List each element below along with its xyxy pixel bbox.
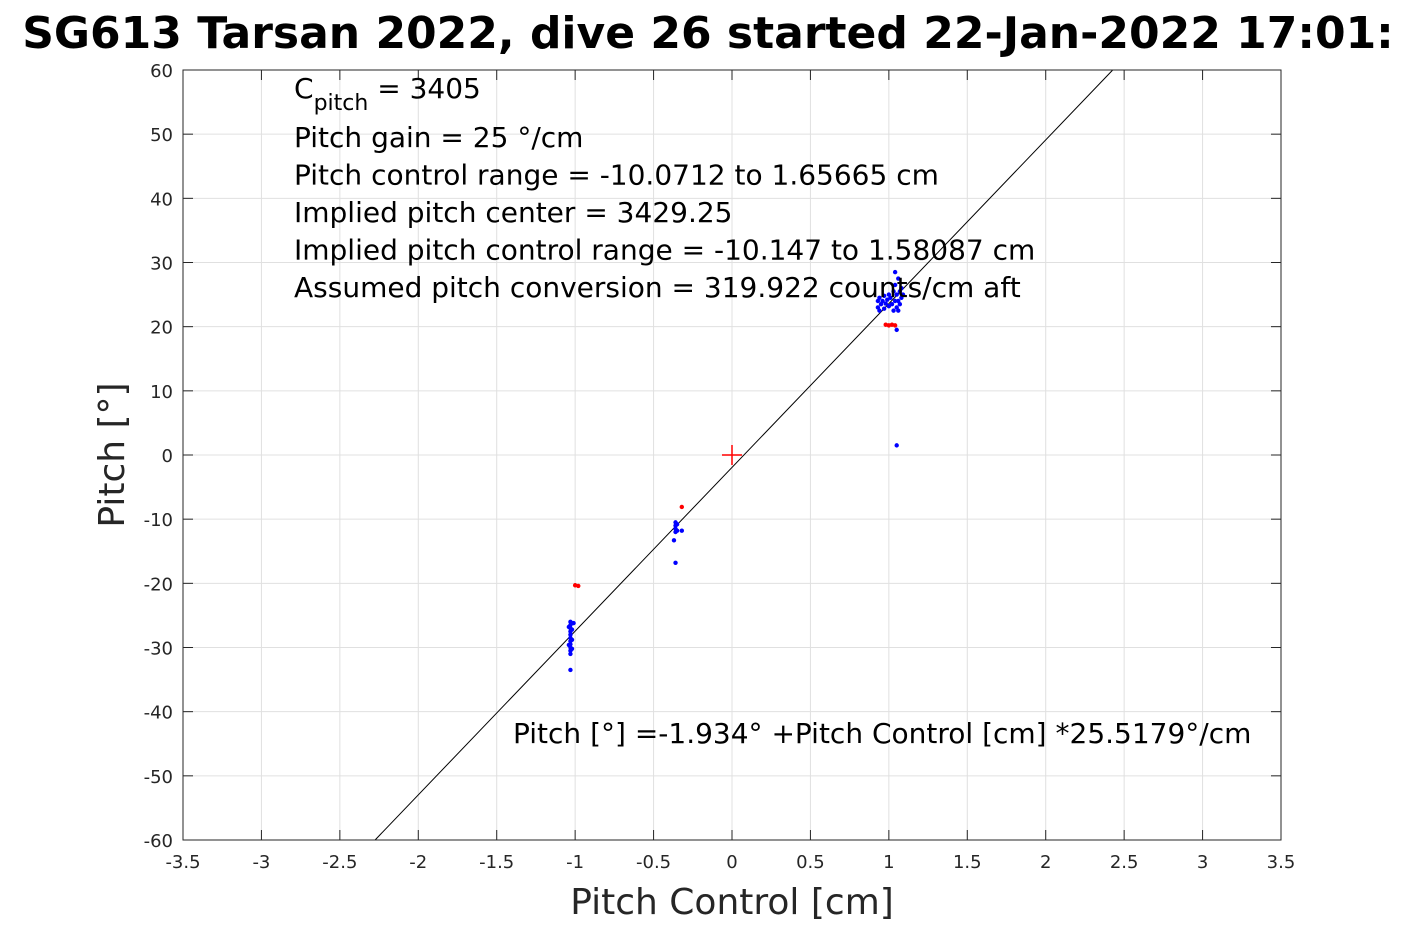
c-pitch-subscript: pitch: [314, 91, 369, 116]
x-tick-label: -0.5: [636, 852, 671, 873]
data-point: [894, 443, 899, 448]
data-point: [892, 282, 898, 288]
y-axis-label: Pitch [°]: [92, 382, 133, 527]
data-point: [569, 646, 575, 651]
center-marker: [722, 445, 742, 465]
x-tick-label: 2.5: [1110, 852, 1139, 873]
data-point: [899, 285, 904, 291]
data-point: [900, 292, 906, 297]
data-point: [880, 298, 885, 304]
data-point: [897, 302, 903, 307]
x-tick-label: 3: [1197, 852, 1208, 873]
data-point: [891, 289, 896, 294]
y-tick-label: 0: [162, 446, 173, 467]
info-line: Implied pitch center = 3429.25: [294, 196, 732, 229]
y-tick-label: -40: [144, 703, 173, 724]
data-point: [679, 504, 685, 510]
x-tick-label: -2.5: [322, 852, 357, 873]
data-point: [892, 298, 898, 304]
data-point: [566, 642, 572, 648]
x-tick-label: 0: [726, 852, 737, 873]
x-tick-labels: -3.5 -3 -2.5 -2 -1.5 -1 -0.5 0 0.5 1 1.5 2 2.5 3 3.5: [165, 852, 1295, 873]
data-point: [671, 538, 677, 543]
c-pitch-main: C: [294, 72, 314, 105]
data-point: [883, 301, 888, 306]
data-point: [679, 528, 685, 533]
plot-frame: [182, 69, 1282, 841]
data-point: [674, 528, 680, 533]
y-tick-label: -20: [144, 574, 173, 595]
fit-line: [374, 69, 1114, 841]
info-line: Pitch control range = -10.0712 to 1.6566…: [294, 159, 939, 192]
c-pitch-annotation: Cpitch = 3405: [294, 72, 481, 116]
fit-equation: Pitch [°] =-1.934° +Pitch Control [cm] *…: [513, 717, 1251, 750]
data-point: [877, 295, 882, 300]
y-tick-label: 30: [150, 254, 173, 275]
y-tick-label: 20: [150, 318, 173, 339]
y-tick-label: 40: [150, 189, 173, 210]
fit-line-group: [374, 69, 1114, 841]
y-tick-label: 60: [150, 61, 173, 82]
x-tick-label: 0.5: [796, 852, 825, 873]
y-tick-label: -60: [144, 831, 173, 852]
data-point: [569, 627, 575, 632]
ticks: [182, 69, 1282, 841]
info-line: Assumed pitch conversion = 319.922 count…: [294, 271, 1021, 304]
data-point: [889, 302, 895, 307]
y-tick-labels: -60 -50 -40 -30 -20 -10 0 10 20 30 40 50 60: [144, 61, 173, 852]
data-point: [894, 292, 899, 297]
info-line: Implied pitch control range = -10.147 to…: [294, 234, 1035, 267]
data-point: [892, 323, 898, 328]
x-tick-label: -1: [566, 852, 584, 873]
x-tick-label: 1: [883, 852, 894, 873]
y-tick-label: 50: [150, 125, 173, 146]
chart-title: SG613 Tarsan 2022, dive 26 started 22-Ja…: [22, 8, 1394, 59]
x-tick-label: -3: [252, 852, 270, 873]
info-annotations: Pitch gain = 25 °/cm Pitch control range …: [294, 121, 1035, 304]
y-tick-label: -10: [144, 510, 173, 531]
x-tick-label: -2: [409, 852, 427, 873]
y-tick-label: 10: [150, 382, 173, 403]
x-tick-label: -3.5: [165, 852, 200, 873]
c-pitch-value: = 3405: [368, 72, 481, 105]
data-point: [896, 276, 901, 281]
x-tick-label: 3.5: [1267, 852, 1296, 873]
y-tick-label: -50: [144, 767, 173, 788]
data-point: [571, 620, 576, 626]
data-point: [877, 308, 882, 313]
data-point: [891, 308, 896, 313]
data-point: [881, 306, 887, 311]
data-point: [673, 560, 678, 565]
data-point: [569, 637, 575, 642]
data-point: [896, 308, 901, 313]
data-point: [576, 583, 581, 589]
data-point: [894, 327, 899, 333]
data-point: [881, 293, 887, 299]
data-point: [892, 269, 898, 275]
x-tick-label: -1.5: [479, 852, 514, 873]
scatter-points: [566, 269, 906, 673]
y-tick-label: -30: [144, 639, 173, 660]
data-point: [568, 667, 573, 673]
data-point: [674, 522, 680, 527]
x-tick-label: 2: [1040, 852, 1051, 873]
x-axis-label: Pitch Control [cm]: [570, 882, 894, 923]
info-line: Pitch gain = 25 °/cm: [294, 121, 583, 154]
data-point: [888, 295, 893, 300]
data-point: [568, 632, 573, 637]
data-point: [566, 624, 572, 630]
data-point: [568, 651, 573, 657]
x-tick-label: 1.5: [953, 852, 982, 873]
